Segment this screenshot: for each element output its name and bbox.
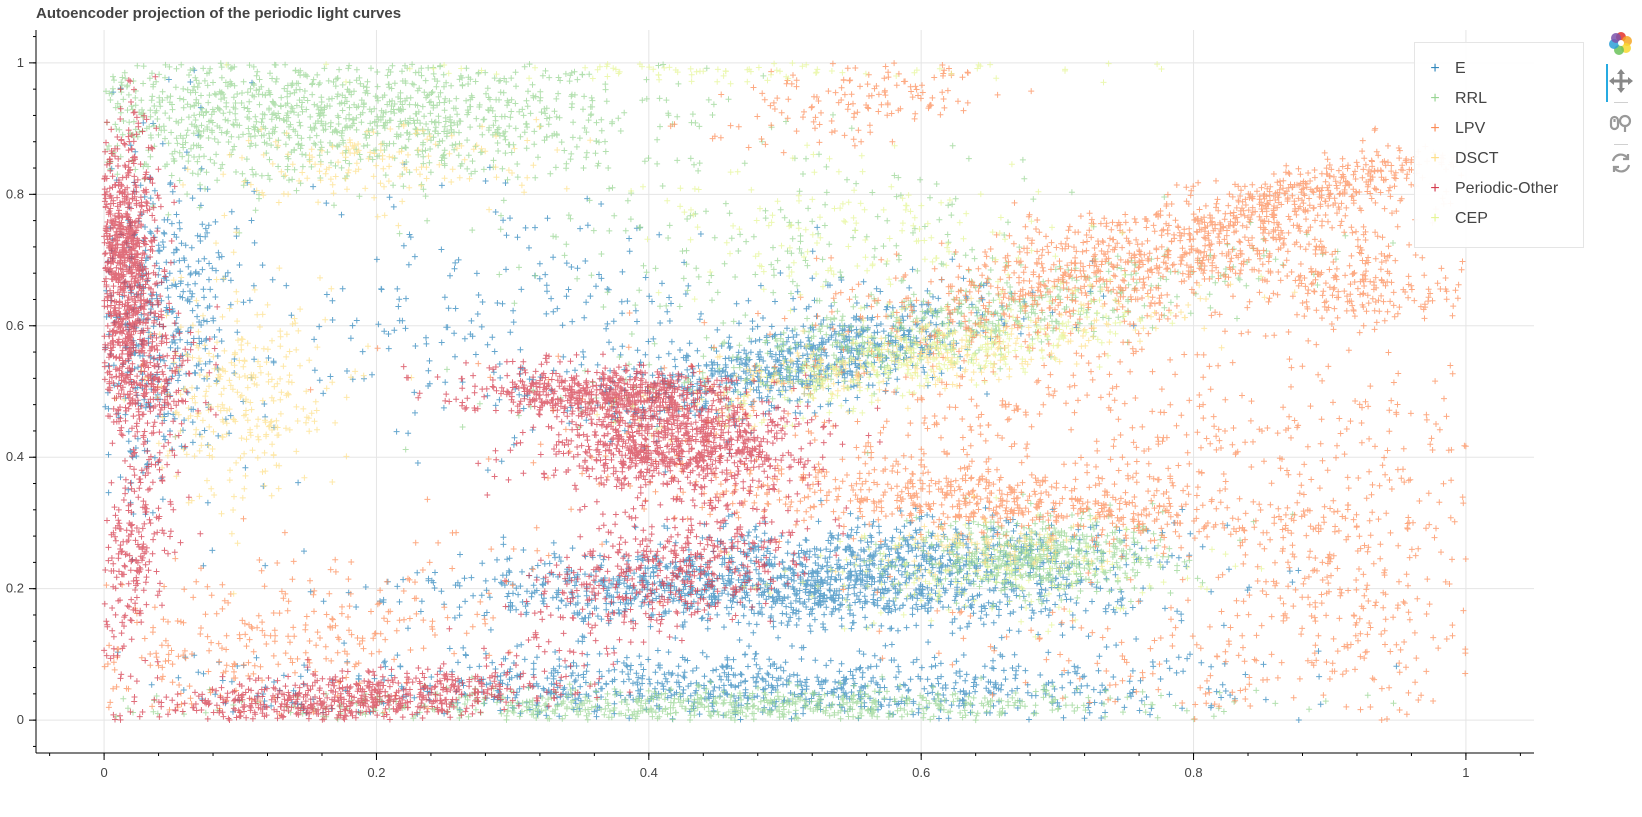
legend-label: E xyxy=(1455,60,1466,77)
toolbar-divider xyxy=(1614,102,1628,103)
x-tick-label: 0 xyxy=(100,765,107,780)
axes: 0 0.2 0.4 0.6 0.8 1 0 0.2 0.4 0.6 0.8 1 xyxy=(6,30,1534,780)
y-tick-label: 0 xyxy=(17,712,24,727)
x-tick-label: 0.2 xyxy=(367,765,385,780)
legend-label: RRL xyxy=(1455,90,1488,107)
legend-cross-icon: + xyxy=(1430,180,1440,197)
legend-item-dsct[interactable]: + DSCT xyxy=(1415,145,1499,173)
x-tick-label: 0.8 xyxy=(1185,765,1203,780)
legend-cross-icon: + xyxy=(1430,90,1440,107)
legend-label: CEP xyxy=(1455,210,1488,227)
y-tick-label: 0.4 xyxy=(6,449,24,464)
legend-item-e[interactable]: + E xyxy=(1415,55,1466,83)
legend-cross-icon: + xyxy=(1430,60,1440,77)
reset-icon[interactable] xyxy=(1606,148,1636,178)
series-lpv xyxy=(101,60,1469,723)
data-points xyxy=(101,60,1469,724)
legend-item-lpv[interactable]: + LPV xyxy=(1415,115,1485,143)
wheel-zoom-icon[interactable] xyxy=(1606,108,1636,138)
active-tool-indicator xyxy=(1606,64,1608,102)
series-periodic-other xyxy=(101,73,883,723)
legend-label: LPV xyxy=(1455,120,1486,137)
chart-title: Autoencoder projection of the periodic l… xyxy=(36,5,402,22)
y-tick-label: 0.2 xyxy=(6,581,24,596)
legend-cross-icon: + xyxy=(1430,120,1440,137)
legend[interactable]: + E + RRL + LPV + DSCT + Periodic-Other + CEP xyxy=(1414,42,1584,248)
legend-item-rrl[interactable]: + RRL xyxy=(1415,85,1487,113)
series-cep xyxy=(223,60,1265,640)
y-tick-label: 1 xyxy=(17,55,24,70)
series-points xyxy=(101,73,883,723)
toolbar-divider xyxy=(1614,144,1628,145)
bokeh-logo-icon xyxy=(1606,28,1636,58)
legend-label: Periodic-Other xyxy=(1455,180,1559,197)
y-tick-label: 0.6 xyxy=(6,318,24,333)
legend-item-periodic-other[interactable]: + Periodic-Other xyxy=(1415,175,1558,203)
series-points xyxy=(223,60,1265,640)
x-tick-label: 0.4 xyxy=(640,765,658,780)
legend-label: DSCT xyxy=(1455,150,1499,167)
x-tick-label: 0.6 xyxy=(912,765,930,780)
legend-item-cep[interactable]: + CEP xyxy=(1415,205,1488,233)
series-points xyxy=(101,60,1469,723)
y-tick-label: 0.8 xyxy=(6,186,24,201)
legend-cross-icon: + xyxy=(1430,210,1440,227)
pan-icon[interactable] xyxy=(1606,66,1636,96)
x-tick-label: 1 xyxy=(1462,765,1469,780)
legend-cross-icon: + xyxy=(1430,150,1440,167)
